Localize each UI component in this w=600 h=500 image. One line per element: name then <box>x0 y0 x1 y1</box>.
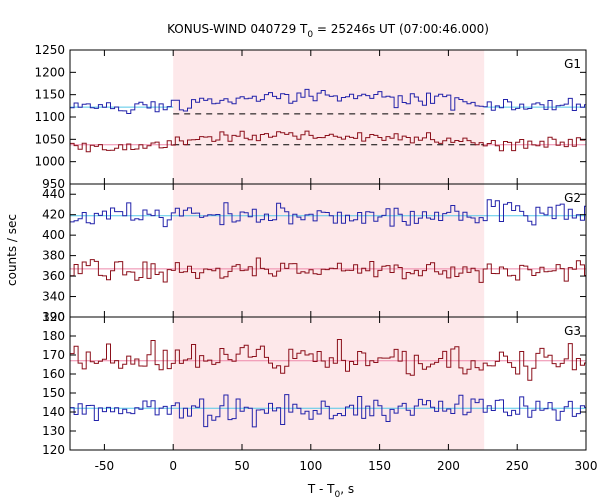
chart-title-rest: = 25246s UT (07:00:46.000) <box>313 22 489 36</box>
y-tick-label-G1-1250: 1250 <box>34 43 65 57</box>
y-tick-label-G2-380: 380 <box>42 249 65 263</box>
highlight-interval-G2 <box>173 184 485 317</box>
y-tick-label-G1-1150: 1150 <box>34 88 65 102</box>
y-tick-label-G1-950: 950 <box>42 177 65 191</box>
plot-area: 950100010501100115012001250G132034036038… <box>34 43 597 473</box>
y-tick-label-G3-160: 160 <box>42 367 65 381</box>
y-tick-label-G1-1050: 1050 <box>34 132 65 146</box>
y-tick-label-G3-140: 140 <box>42 405 65 419</box>
y-tick-label-G3-170: 170 <box>42 348 65 362</box>
x-tick-label-150: 150 <box>368 459 391 473</box>
x-axis-title-main: T - T <box>307 482 335 496</box>
series-line-G3-blue_series <box>70 394 586 428</box>
x-tick-label-300: 300 <box>575 459 598 473</box>
y-tick-label-G2-360: 360 <box>42 269 65 283</box>
series-line-G2-blue_series <box>70 199 586 228</box>
y-tick-label-G3-150: 150 <box>42 386 65 400</box>
highlight-interval-G1 <box>173 50 485 184</box>
y-tick-label-G2-420: 420 <box>42 208 65 222</box>
y-tick-label-G3-120: 120 <box>42 443 65 457</box>
y-tick-label-G2-340: 340 <box>42 290 65 304</box>
x-tick-label--50: -50 <box>95 459 115 473</box>
x-tick-label-200: 200 <box>437 459 460 473</box>
y-tick-label-G3-190: 190 <box>42 310 65 324</box>
chart-title-main: KONUS-WIND 040729 T <box>167 22 308 36</box>
y-tick-label-G2-320: 320 <box>42 310 65 324</box>
x-axis-title-rest: , s <box>340 482 354 496</box>
chart-title-subscript: 0 <box>307 30 313 40</box>
x-tick-label-0: 0 <box>169 459 177 473</box>
series-line-G1-red_series <box>70 130 586 153</box>
panel-label-G2: G2 <box>564 191 581 205</box>
x-tick-label-50: 50 <box>234 459 249 473</box>
y-tick-label-G1-1000: 1000 <box>34 155 65 169</box>
y-tick-label-G1-1100: 1100 <box>34 110 65 124</box>
y-tick-label-G3-130: 130 <box>42 424 65 438</box>
y-tick-label-G3-180: 180 <box>42 329 65 343</box>
series-line-G1-blue_series <box>70 88 586 114</box>
panel-label-G1: G1 <box>564 57 581 71</box>
panel-frame-G3 <box>69 316 587 451</box>
y-tick-label-G2-400: 400 <box>42 228 65 242</box>
y-axis-title: counts / sec <box>5 214 19 286</box>
chart-title: KONUS-WIND 040729 T0 = 25246s UT (07:00:… <box>167 22 489 40</box>
x-tick-label-250: 250 <box>506 459 529 473</box>
x-axis-title: T - T0, s <box>307 482 354 500</box>
panel-label-G3: G3 <box>564 324 581 338</box>
y-tick-label-G1-1200: 1200 <box>34 65 65 79</box>
series-line-G2-red_series <box>70 257 586 283</box>
x-tick-label-100: 100 <box>299 459 322 473</box>
series-line-G3-red_series <box>70 339 586 381</box>
highlight-interval-G3 <box>173 317 485 450</box>
y-tick-label-G2-440: 440 <box>42 187 65 201</box>
x-axis-title-subscript: 0 <box>335 490 341 500</box>
